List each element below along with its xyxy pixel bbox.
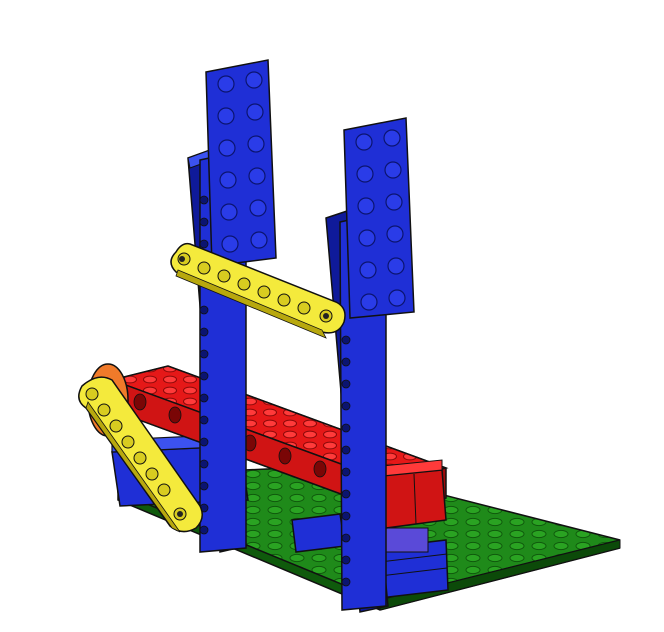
blue-top-plate-right bbox=[343, 117, 415, 319]
blue-top-plate-left bbox=[205, 59, 277, 267]
yellow-liftarm-upper bbox=[170, 242, 346, 339]
red-brick-block bbox=[381, 459, 447, 529]
yellow-liftarm-lower bbox=[78, 376, 203, 533]
